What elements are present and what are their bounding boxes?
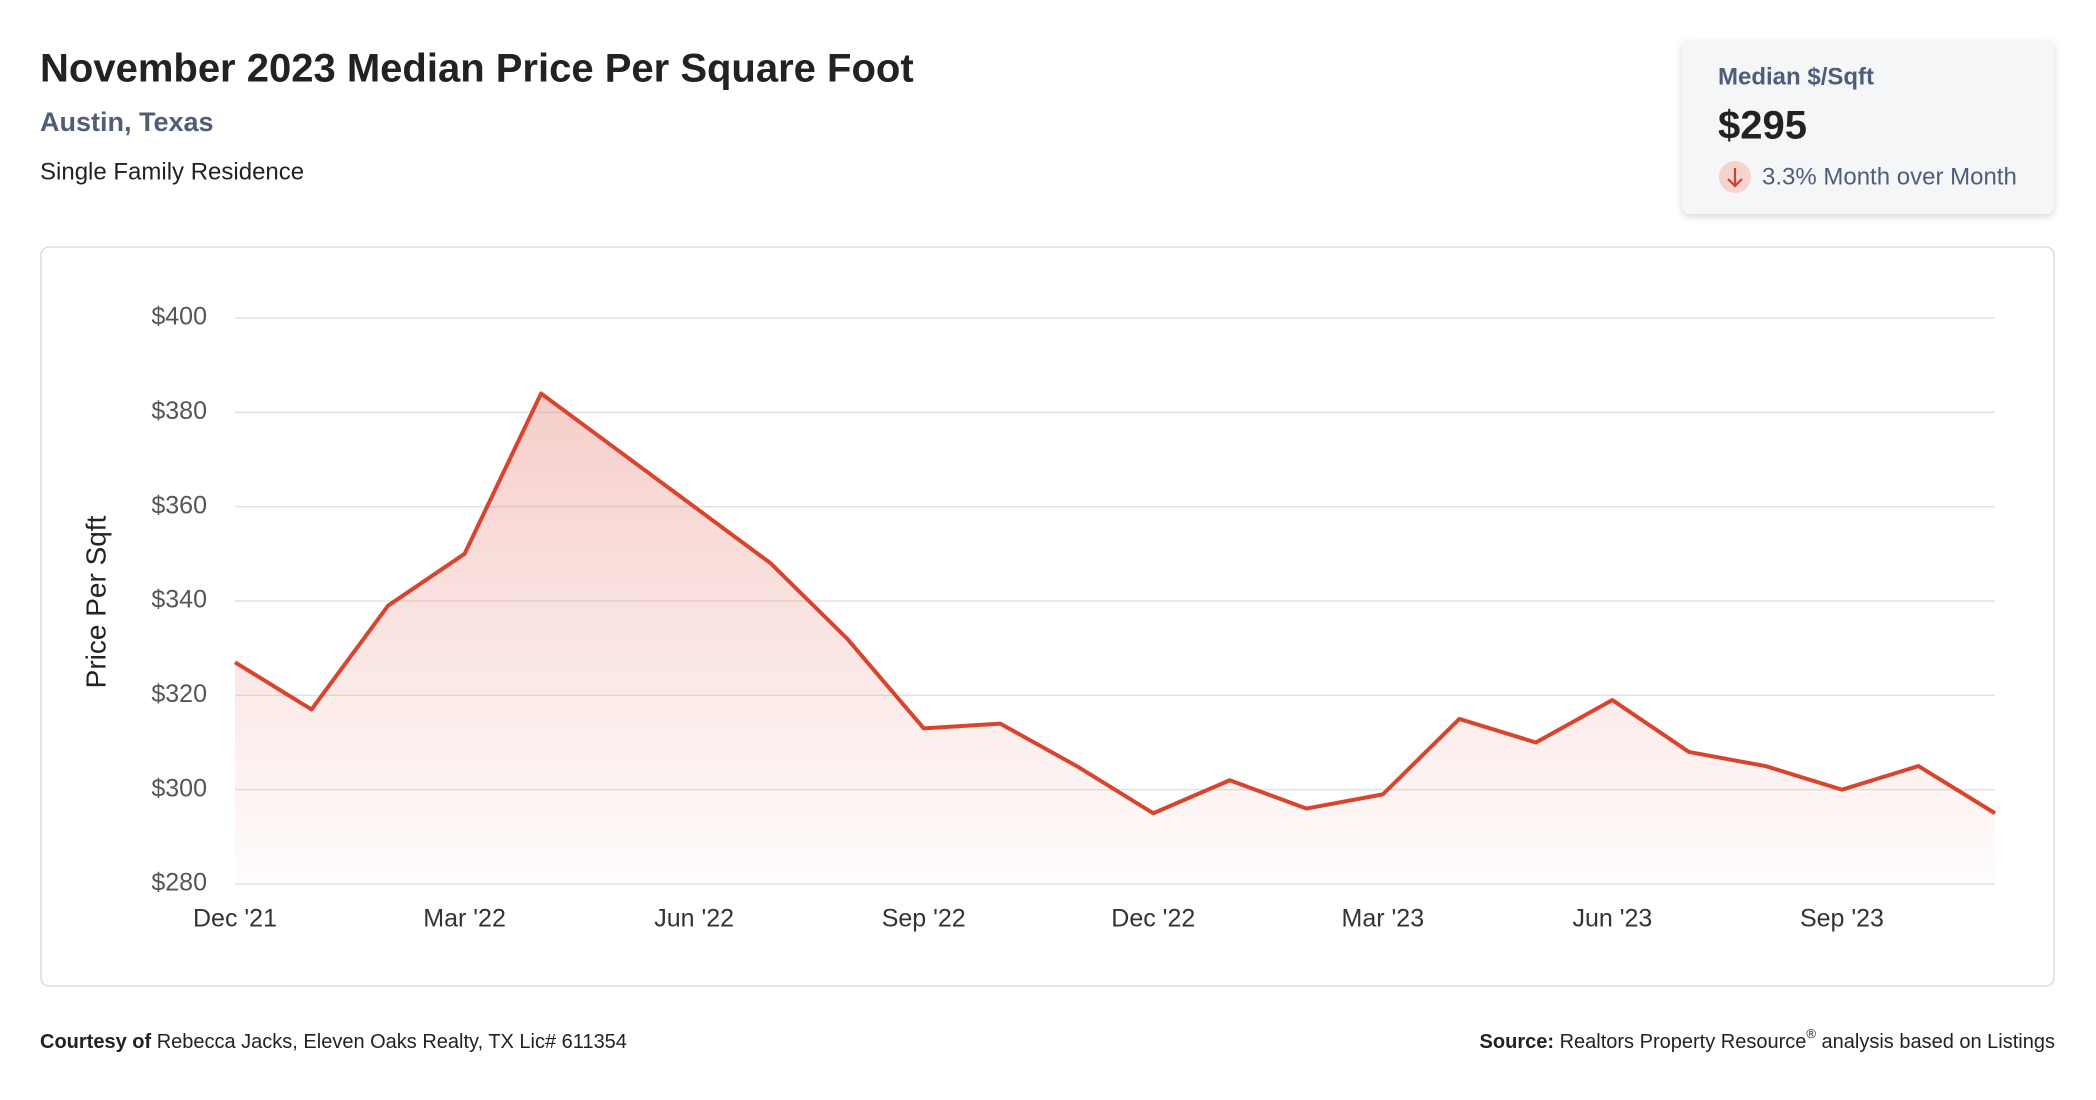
summary-change: 3.3% Month over Month	[1762, 163, 2017, 190]
y-tick-label: $300	[151, 774, 207, 802]
source-rest: analysis based on Listings	[1816, 1031, 2055, 1053]
source: Source: Realtors Property Resource® anal…	[1480, 1026, 2055, 1053]
summary-label: Median $/Sqft	[1718, 63, 1874, 90]
x-tick-label: Jun '23	[1572, 905, 1652, 933]
source-label: Source:	[1480, 1031, 1554, 1053]
x-tick-label: Jun '22	[654, 905, 734, 933]
y-tick-label: $380	[151, 397, 207, 425]
summary-value: $295	[1718, 104, 1807, 148]
x-tick-label: Sep '23	[1800, 905, 1884, 933]
y-tick-label: $320	[151, 680, 207, 708]
source-text: Realtors Property Resource	[1560, 1031, 1807, 1053]
title: November 2023 Median Price Per Square Fo…	[40, 47, 914, 91]
x-tick-label: Mar '23	[1342, 905, 1425, 933]
area	[235, 393, 1995, 884]
property-type: Single Family Residence	[40, 158, 304, 185]
courtesy: Courtesy of Rebecca Jacks, Eleven Oaks R…	[40, 1031, 627, 1053]
x-tick-label: Dec '22	[1111, 905, 1195, 933]
y-tick-label: $280	[151, 869, 207, 897]
x-tick-label: Mar '22	[423, 905, 506, 933]
down-arrow	[1727, 168, 1743, 188]
y-tick-label: $400	[151, 303, 207, 331]
source-mark: ®	[1806, 1026, 1816, 1041]
x-tick-label: Sep '22	[882, 905, 966, 933]
summary-card	[1682, 40, 2054, 214]
y-axis-label: Price Per Sqft	[80, 515, 111, 688]
line	[233, 391, 1997, 816]
courtesy-text: Rebecca Jacks, Eleven Oaks Realty, TX Li…	[157, 1031, 627, 1053]
courtesy-label: Courtesy of	[40, 1031, 151, 1053]
location: Austin, Texas	[40, 107, 214, 137]
x-tick-label: Dec '21	[193, 905, 277, 933]
y-tick-label: $360	[151, 491, 207, 519]
y-tick-label: $340	[151, 586, 207, 614]
